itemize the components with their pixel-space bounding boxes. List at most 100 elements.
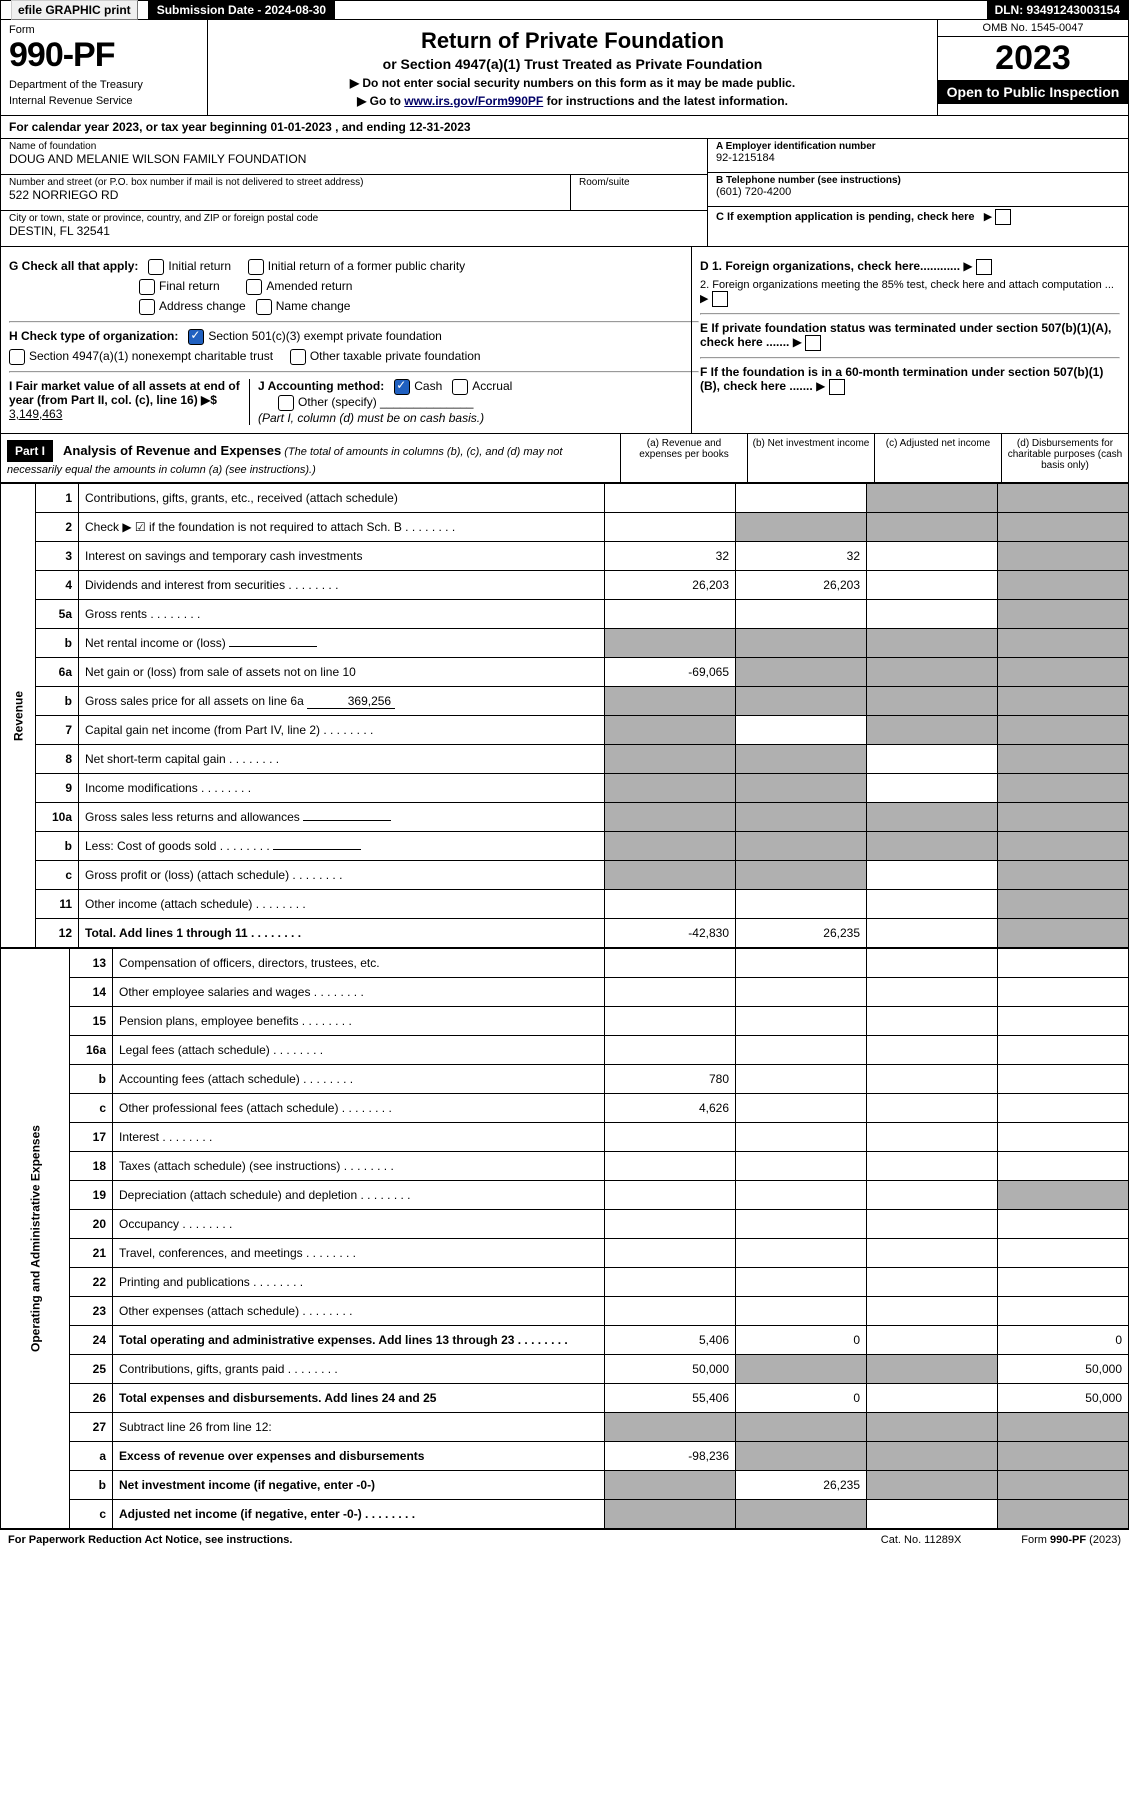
- line-number: 14: [70, 978, 113, 1007]
- amount-cell-b: [736, 687, 867, 716]
- d2-label: 2. Foreign organizations meeting the 85%…: [700, 279, 1114, 291]
- line-description: Depreciation (attach schedule) and deple…: [113, 1181, 605, 1210]
- amount-cell-d: [998, 1297, 1129, 1326]
- table-row: 19Depreciation (attach schedule) and dep…: [1, 1181, 1129, 1210]
- irs-link[interactable]: www.irs.gov/Form990PF: [404, 94, 543, 108]
- amount-cell-a: [605, 1297, 736, 1326]
- amount-cell-c: [867, 745, 998, 774]
- amount-cell-b: [736, 1413, 867, 1442]
- amount-cell-b: [736, 1094, 867, 1123]
- line-number: 4: [36, 571, 79, 600]
- table-row: 20Occupancy . . . . . . . .: [1, 1210, 1129, 1239]
- amount-cell-d: [998, 803, 1129, 832]
- amount-cell-d: [998, 890, 1129, 919]
- table-row: cAdjusted net income (if negative, enter…: [1, 1500, 1129, 1529]
- note-link: ▶ Go to www.irs.gov/Form990PF for instru…: [220, 94, 925, 108]
- line-number: 5a: [36, 600, 79, 629]
- d1-label: D 1. Foreign organizations, check here..…: [700, 259, 960, 273]
- j-label: J Accounting method:: [258, 379, 384, 393]
- initial-return-checkbox[interactable]: [148, 259, 164, 275]
- efile-print-button[interactable]: efile GRAPHIC print: [11, 0, 138, 20]
- d1-checkbox[interactable]: [976, 259, 992, 275]
- name-label: Name of foundation: [9, 141, 699, 152]
- 501c3-checkbox[interactable]: [188, 329, 204, 345]
- table-row: cGross profit or (loss) (attach schedule…: [1, 861, 1129, 890]
- amount-cell-b: [736, 890, 867, 919]
- amount-cell-d: [998, 1500, 1129, 1529]
- line-number: 18: [70, 1152, 113, 1181]
- table-row: 15Pension plans, employee benefits . . .…: [1, 1007, 1129, 1036]
- line-description: Compensation of officers, directors, tru…: [113, 949, 605, 978]
- line-description: Total operating and administrative expen…: [113, 1326, 605, 1355]
- table-row: 17Interest . . . . . . . .: [1, 1123, 1129, 1152]
- amount-cell-a: [605, 1413, 736, 1442]
- table-row: bLess: Cost of goods sold . . . . . . . …: [1, 832, 1129, 861]
- line-description: Other employee salaries and wages . . . …: [113, 978, 605, 1007]
- amount-cell-d: 0: [998, 1326, 1129, 1355]
- final-return-checkbox[interactable]: [139, 279, 155, 295]
- line-number: b: [36, 832, 79, 861]
- top-bar: efile GRAPHIC print Submission Date - 20…: [0, 0, 1129, 20]
- pending-label: C If exemption application is pending, c…: [716, 211, 975, 223]
- amount-cell-b: [736, 629, 867, 658]
- line-number: 26: [70, 1384, 113, 1413]
- amount-cell-a: 5,406: [605, 1326, 736, 1355]
- amount-cell-d: [998, 774, 1129, 803]
- cash-checkbox[interactable]: [394, 379, 410, 395]
- pending-checkbox[interactable]: [995, 209, 1011, 225]
- amount-cell-d: [998, 629, 1129, 658]
- accrual-checkbox[interactable]: [452, 379, 468, 395]
- amount-cell-a: [605, 890, 736, 919]
- line-description: Other income (attach schedule) . . . . .…: [79, 890, 605, 919]
- amount-cell-d: [998, 1123, 1129, 1152]
- line-description: Capital gain net income (from Part IV, l…: [79, 716, 605, 745]
- amount-cell-d: [998, 832, 1129, 861]
- d2-checkbox[interactable]: [712, 291, 728, 307]
- e-checkbox[interactable]: [805, 335, 821, 351]
- line-description: Pension plans, employee benefits . . . .…: [113, 1007, 605, 1036]
- amount-cell-a: 780: [605, 1065, 736, 1094]
- table-row: cOther professional fees (attach schedul…: [1, 1094, 1129, 1123]
- amount-cell-a: 50,000: [605, 1355, 736, 1384]
- amount-cell-a: [605, 600, 736, 629]
- amount-cell-a: [605, 1181, 736, 1210]
- amount-cell-b: [736, 1239, 867, 1268]
- amount-cell-d: [998, 1181, 1129, 1210]
- other-taxable-checkbox[interactable]: [290, 349, 306, 365]
- f-checkbox[interactable]: [829, 379, 845, 395]
- table-row: 8Net short-term capital gain . . . . . .…: [1, 745, 1129, 774]
- other-method-checkbox[interactable]: [278, 395, 294, 411]
- table-row: Operating and Administrative Expenses13C…: [1, 949, 1129, 978]
- amount-cell-b: [736, 513, 867, 542]
- phone-value: (601) 720-4200: [716, 186, 1120, 198]
- table-row: 4Dividends and interest from securities …: [1, 571, 1129, 600]
- amount-cell-b: [736, 1297, 867, 1326]
- revenue-table: Revenue1Contributions, gifts, grants, et…: [0, 483, 1129, 948]
- table-row: 18Taxes (attach schedule) (see instructi…: [1, 1152, 1129, 1181]
- amount-cell-c: [867, 890, 998, 919]
- amount-cell-a: [605, 1471, 736, 1500]
- amount-cell-b: [736, 1123, 867, 1152]
- amount-cell-a: [605, 513, 736, 542]
- amended-return-checkbox[interactable]: [246, 279, 262, 295]
- line-number: 15: [70, 1007, 113, 1036]
- line-number: 9: [36, 774, 79, 803]
- amount-cell-a: [605, 1239, 736, 1268]
- address-change-checkbox[interactable]: [139, 299, 155, 315]
- line-description: Total. Add lines 1 through 11 . . . . . …: [79, 919, 605, 948]
- expenses-table: Operating and Administrative Expenses13C…: [0, 948, 1129, 1529]
- table-row: 11Other income (attach schedule) . . . .…: [1, 890, 1129, 919]
- check-section: G Check all that apply: Initial return I…: [0, 247, 1129, 434]
- table-row: 21Travel, conferences, and meetings . . …: [1, 1239, 1129, 1268]
- col-d-header: (d) Disbursements for charitable purpose…: [1001, 434, 1128, 482]
- amount-cell-d: [998, 1007, 1129, 1036]
- 4947-checkbox[interactable]: [9, 349, 25, 365]
- name-change-checkbox[interactable]: [256, 299, 272, 315]
- phone-label: B Telephone number (see instructions): [716, 175, 1120, 186]
- street-address: 522 NORRIEGO RD: [9, 188, 562, 202]
- amount-cell-a: -98,236: [605, 1442, 736, 1471]
- line-number: 19: [70, 1181, 113, 1210]
- line-description: Adjusted net income (if negative, enter …: [113, 1500, 605, 1529]
- amount-cell-a: [605, 949, 736, 978]
- initial-public-checkbox[interactable]: [248, 259, 264, 275]
